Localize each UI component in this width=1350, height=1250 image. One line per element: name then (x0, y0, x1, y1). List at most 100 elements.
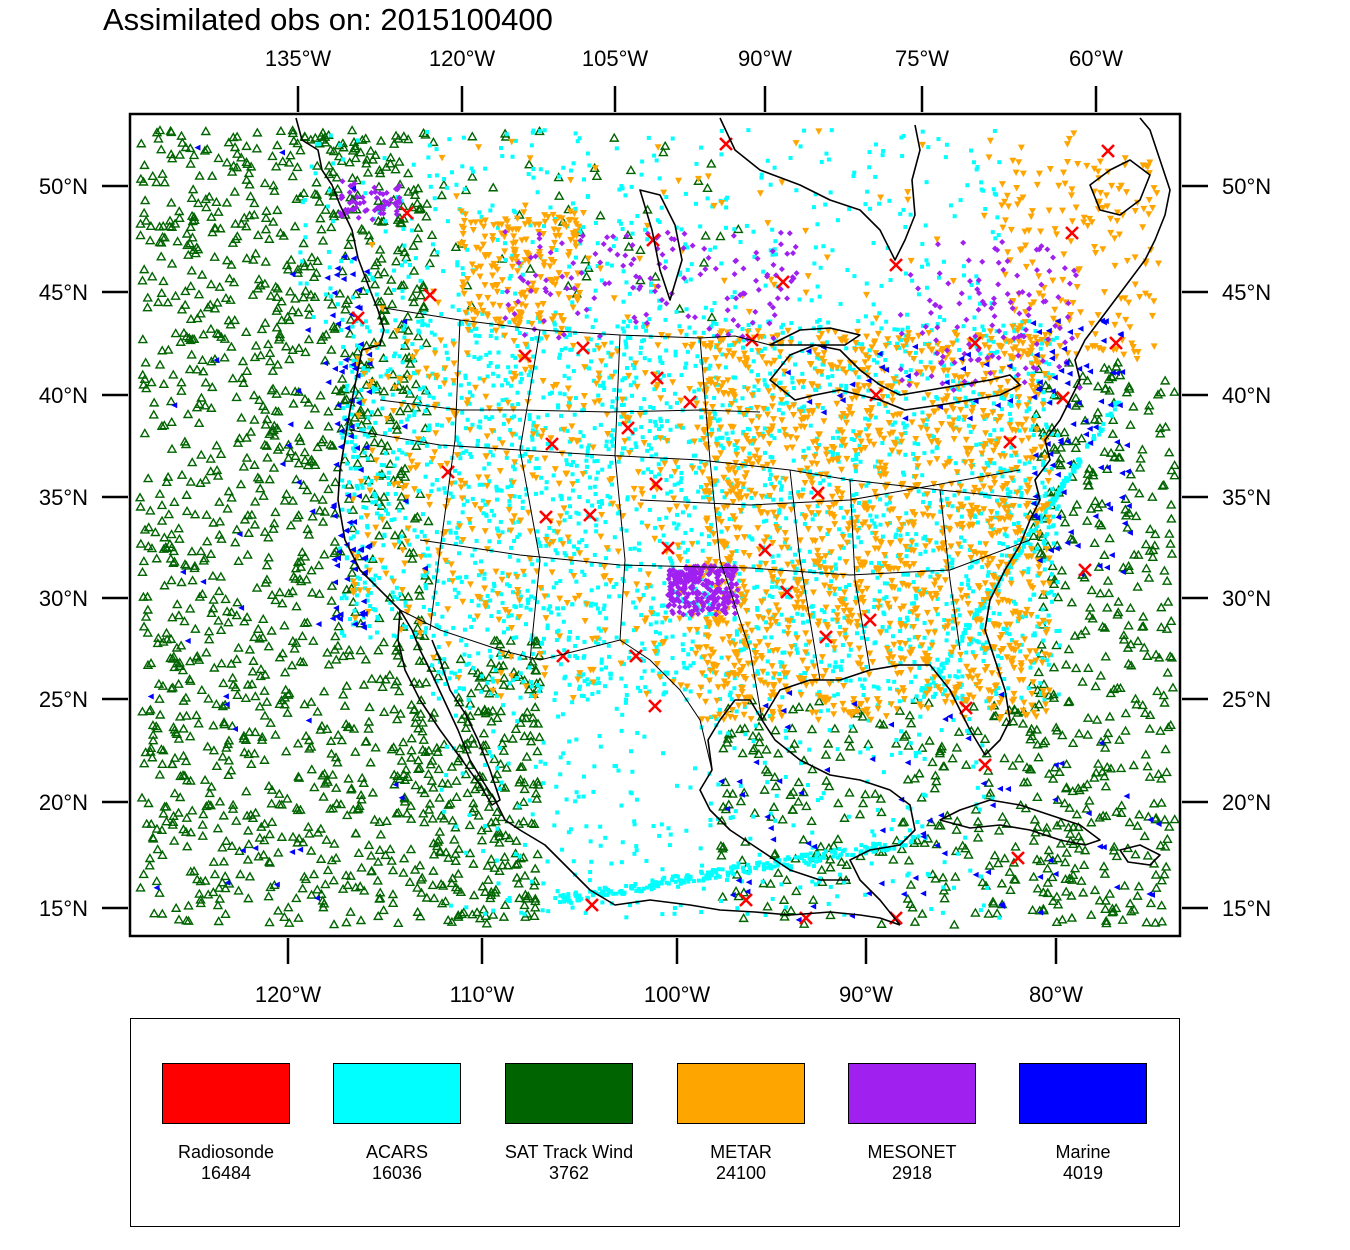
acars-point (391, 450, 396, 455)
sat-track-wind-point (173, 733, 185, 743)
sat-track-wind-point (904, 710, 916, 720)
acars-point (300, 259, 305, 264)
acars-point (582, 639, 587, 644)
sat-track-wind-point (760, 764, 772, 774)
acars-point (690, 639, 695, 644)
acars-point (544, 543, 549, 548)
acars-point (445, 560, 450, 565)
sat-track-wind-point (1059, 857, 1071, 867)
acars-point (859, 635, 864, 640)
acars-point (680, 642, 685, 647)
acars-point (806, 446, 811, 451)
acars-point (958, 658, 963, 663)
acars-point (1000, 474, 1005, 479)
sat-track-wind-point (415, 874, 427, 884)
sat-track-wind-point (367, 154, 379, 164)
acars-point (977, 392, 982, 397)
acars-point (518, 371, 523, 376)
acars-point (725, 477, 730, 482)
sat-track-wind-point (226, 492, 237, 502)
acars-point (679, 470, 684, 475)
sat-track-wind-point (144, 706, 155, 716)
acars-point (867, 499, 872, 504)
acars-point (642, 669, 647, 674)
sat-track-wind-point (292, 556, 304, 567)
sat-track-wind-point (1086, 909, 1097, 919)
sat-track-wind-point (1094, 812, 1105, 822)
sat-track-wind-point (327, 166, 339, 176)
acars-point (488, 333, 493, 338)
acars-point (831, 669, 836, 674)
acars-point (846, 653, 851, 658)
sat-track-wind-point (266, 589, 278, 599)
sat-track-wind-point (176, 577, 187, 587)
acars-point (593, 318, 598, 323)
acars-point (517, 532, 522, 537)
acars-point (598, 422, 603, 427)
acars-point (961, 324, 966, 329)
acars-point (985, 588, 990, 593)
acars-point (907, 379, 912, 384)
sat-track-wind-point (350, 140, 361, 151)
sat-track-wind-point (231, 654, 242, 664)
sat-track-wind-point (138, 207, 150, 217)
sat-track-wind-point (182, 240, 193, 250)
acars-point (354, 343, 359, 348)
sat-track-wind-point (401, 252, 412, 262)
acars-point (974, 608, 979, 613)
sat-track-wind-point (453, 868, 464, 878)
acars-point (776, 407, 781, 412)
sat-track-wind-point (332, 183, 343, 193)
sat-track-wind-point (1138, 611, 1149, 621)
sat-track-wind-point (1057, 914, 1068, 924)
acars-point (875, 360, 880, 365)
acars-point (416, 328, 421, 333)
sat-track-wind-point (216, 533, 227, 543)
acars-point (804, 642, 809, 647)
sat-track-wind-point (1164, 528, 1175, 538)
acars-point (485, 374, 490, 379)
acars-point (772, 436, 777, 441)
acars-point (1051, 337, 1056, 342)
acars-point (562, 648, 567, 653)
sat-track-wind-point (262, 339, 274, 349)
acars-point (947, 455, 952, 460)
acars-point (673, 353, 678, 358)
acars-point (780, 322, 785, 327)
acars-point (430, 663, 435, 668)
sat-track-wind-point (259, 685, 270, 695)
sat-track-wind-point (261, 440, 273, 450)
acars-point (360, 485, 365, 490)
acars-point (542, 330, 547, 335)
sat-track-wind-point (502, 860, 513, 870)
acars-point (630, 410, 635, 415)
sat-track-wind-point (303, 302, 315, 313)
sat-track-wind-point (241, 452, 253, 462)
acars-point (509, 613, 514, 618)
sat-track-wind-point (1071, 499, 1083, 509)
acars-point (996, 686, 1001, 691)
acars-point (768, 535, 773, 540)
sat-track-wind-point (1107, 907, 1118, 917)
sat-track-wind-point (139, 428, 151, 438)
sat-track-wind-point (778, 894, 790, 904)
sat-track-wind-point (747, 730, 759, 740)
acars-point (409, 634, 414, 639)
acars-point (878, 522, 883, 527)
sat-track-wind-point (401, 369, 413, 379)
acars-point (556, 606, 561, 611)
acars-point (836, 435, 841, 440)
acars-point (974, 274, 979, 279)
sat-track-wind-point (793, 701, 805, 712)
sat-track-wind-point (512, 858, 523, 868)
acars-point (820, 406, 825, 411)
acars-point (495, 364, 500, 369)
acars-point (537, 336, 542, 341)
sat-track-wind-point (363, 723, 374, 733)
acars-point (624, 366, 629, 371)
sat-track-wind-point (488, 182, 499, 192)
acars-point (606, 594, 611, 599)
acars-point (895, 341, 900, 346)
acars-point (608, 672, 613, 677)
acars-point (726, 436, 731, 441)
